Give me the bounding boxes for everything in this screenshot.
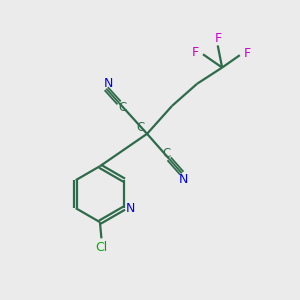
Text: F: F: [244, 47, 251, 60]
Text: F: F: [192, 46, 199, 59]
Text: N: N: [104, 77, 113, 90]
Text: F: F: [214, 32, 222, 45]
Text: C: C: [118, 101, 126, 114]
Text: N: N: [178, 173, 188, 186]
Text: N: N: [126, 202, 135, 215]
Text: C: C: [136, 122, 145, 134]
Text: Cl: Cl: [95, 241, 107, 254]
Text: C: C: [162, 147, 170, 160]
